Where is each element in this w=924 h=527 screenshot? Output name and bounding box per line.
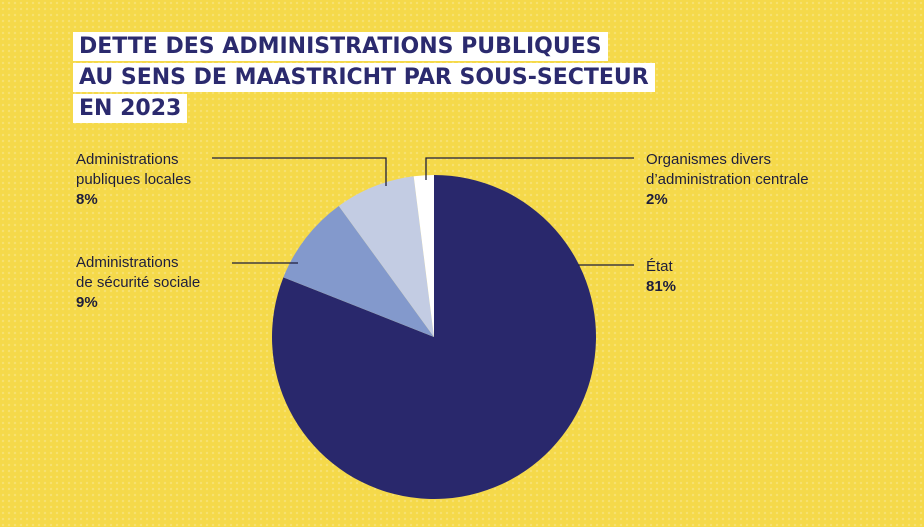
pie-slices	[272, 175, 597, 500]
label-locales-value: 8%	[76, 191, 98, 208]
label-securite-line2: de sécurité sociale	[76, 274, 201, 291]
label-odac-line2: d’administration centrale	[646, 171, 809, 188]
title-line-1: DETTE DES ADMINISTRATIONS PUBLIQUES	[73, 32, 608, 61]
title-line-2: AU SENS DE MAASTRICHT PAR SOUS-SECTEUR	[73, 63, 655, 92]
label-locales: Administrations publiques locales 8%	[76, 150, 191, 210]
label-locales-line2: publiques locales	[76, 171, 192, 188]
pie-slice-securite	[283, 205, 434, 337]
label-odac-value: 2%	[646, 191, 668, 208]
label-securite-line1: Administrations	[76, 254, 179, 271]
label-etat-line1: État	[646, 258, 673, 275]
pie-slice-locales	[338, 176, 434, 337]
title-line-3: EN 2023	[73, 94, 188, 123]
label-etat-value: 81%	[646, 278, 677, 295]
label-odac: Organismes divers d’administration centr…	[646, 150, 809, 210]
label-securite: Administrations de sécurité sociale 9%	[76, 253, 200, 313]
leader-line-locales	[212, 157, 387, 186]
pie-slice-etat	[272, 175, 597, 500]
label-locales-line1: Administrations	[76, 151, 179, 168]
leader-line-odac	[425, 157, 634, 180]
label-odac-line1: Organismes divers	[646, 151, 772, 168]
pie-slice-odac	[413, 175, 434, 337]
label-securite-value: 9%	[76, 294, 98, 311]
leader-lines	[212, 157, 634, 266]
label-etat: État 81%	[646, 257, 676, 297]
chart-title: DETTE DES ADMINISTRATIONS PUBLIQUES AU S…	[73, 32, 655, 125]
